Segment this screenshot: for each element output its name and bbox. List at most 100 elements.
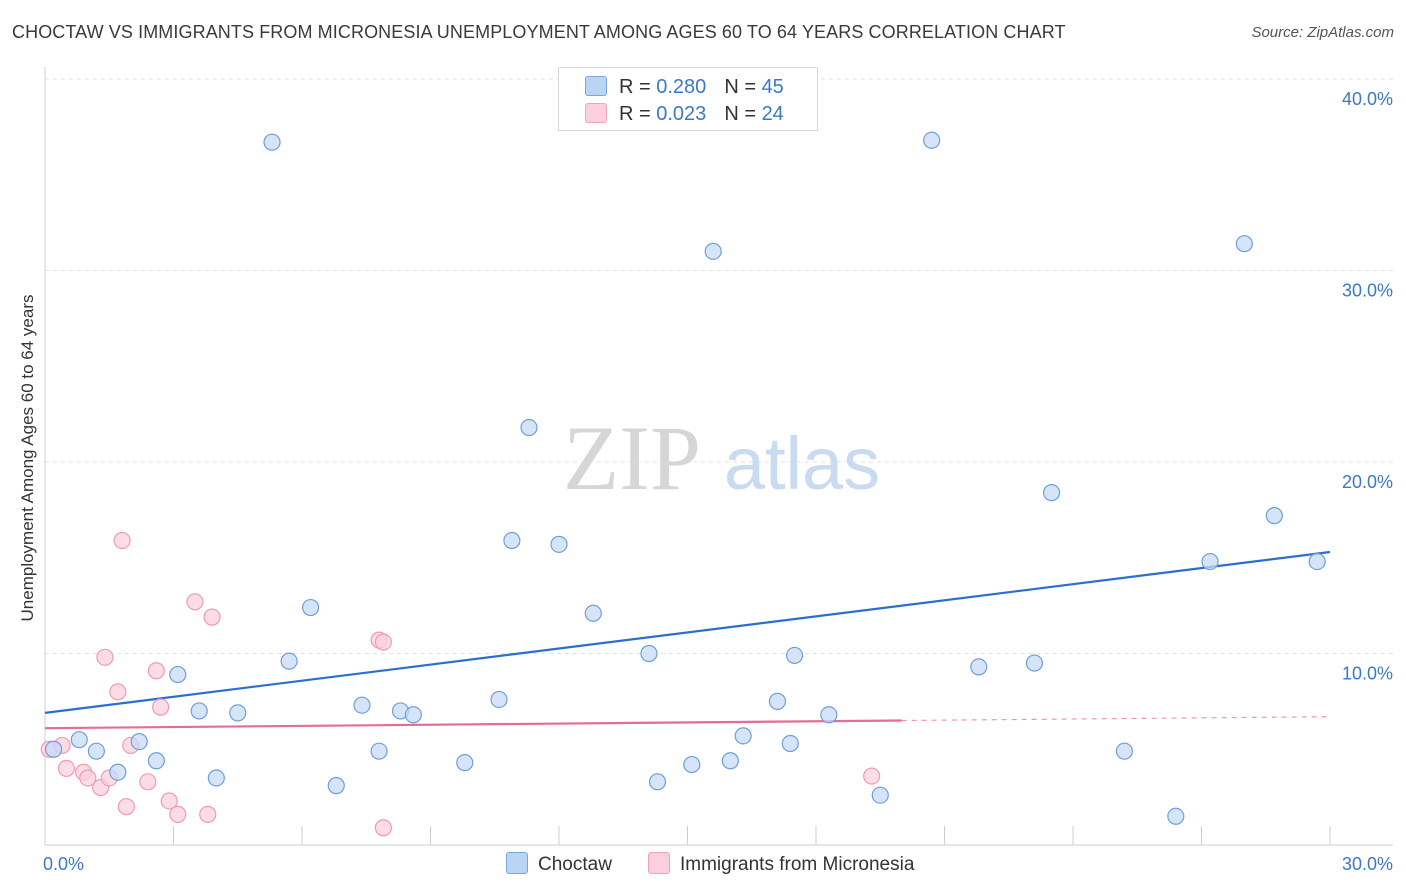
micronesia-point [374, 633, 392, 651]
micronesia-point [117, 798, 135, 816]
micronesia-point [863, 767, 881, 785]
choctaw-point [353, 696, 371, 714]
y-tick-label: 40.0% [1342, 89, 1393, 109]
bottom-legend-label: Immigrants from Micronesia [680, 854, 915, 875]
chart-title: CHOCTAW VS IMMIGRANTS FROM MICRONESIA UN… [12, 22, 1066, 42]
choctaw-trend-line [44, 550, 1331, 714]
choctaw-swatch [585, 76, 607, 96]
choctaw-point [109, 763, 127, 781]
choctaw-point [301, 598, 320, 617]
micronesia-swatch [585, 103, 607, 123]
x-tick-label: 30.0% [1342, 854, 1393, 874]
choctaw-point [404, 706, 422, 724]
y-tick-label: 30.0% [1342, 281, 1393, 301]
axes [44, 67, 1393, 846]
choctaw-point [1042, 484, 1061, 502]
choctaw-point [1025, 654, 1044, 672]
choctaw-point [550, 535, 568, 553]
choctaw-point [923, 131, 941, 149]
bottom-legend-label: Choctaw [538, 854, 612, 875]
micronesia-point [113, 531, 131, 550]
gridlines [45, 78, 1393, 654]
choctaw-point [781, 734, 799, 753]
choctaw-point [147, 752, 165, 770]
legend-r-label: R = [619, 103, 657, 125]
micronesia-point [186, 593, 204, 611]
tick-labels: 10.0% 20.0% 30.0% 40.0% 0.0% 30.0% [43, 89, 1393, 874]
legend-r-value: 0.280 [656, 76, 707, 98]
stats-legend: R = 0.280 N = 45 R = 0.023 N = 24 [558, 67, 818, 131]
legend-r-value: 0.023 [656, 103, 707, 125]
legend-r-label: R = [619, 76, 657, 98]
legend-n-value: 24 [761, 103, 784, 125]
choctaw-point [169, 665, 187, 684]
watermark-atlas: atlas [724, 422, 880, 505]
choctaw-point [871, 786, 889, 804]
micronesia-point [203, 608, 221, 626]
choctaw-swatch [506, 852, 528, 874]
y-tick-label: 20.0% [1342, 472, 1393, 492]
legend-row-choctaw: R = 0.280 N = 45 [585, 76, 784, 98]
choctaw-point [190, 702, 208, 720]
choctaw-point [87, 742, 106, 760]
choctaw-point [456, 754, 474, 772]
choctaw-points [44, 131, 1326, 825]
micronesia-point [374, 819, 392, 837]
legend-n-value: 45 [761, 76, 784, 98]
micronesia-point [96, 648, 114, 666]
watermark-zip: ZIP [563, 407, 701, 509]
micronesia-point [199, 805, 217, 823]
choctaw-point [70, 731, 88, 749]
choctaw-point [130, 732, 148, 751]
micronesia-point [109, 683, 127, 701]
choctaw-point [1115, 742, 1134, 760]
choctaw-point [1167, 807, 1185, 825]
legend-n-label: N = [724, 76, 762, 98]
choctaw-point [520, 418, 538, 437]
micronesia-point [169, 805, 187, 823]
choctaw-point [263, 133, 281, 151]
legend-n-label: N = [724, 103, 762, 125]
choctaw-point [280, 652, 298, 670]
choctaw-point [785, 646, 804, 665]
choctaw-point [721, 752, 739, 770]
micronesia-point [139, 773, 157, 791]
micronesia-swatch [648, 852, 670, 874]
micronesia-point [160, 792, 178, 810]
choctaw-point [1265, 507, 1283, 525]
choctaw-point [648, 773, 667, 791]
micronesia-trend-extension [901, 716, 1331, 722]
choctaw-point [327, 777, 345, 795]
choctaw-point [584, 604, 602, 622]
source-note: Source: ZipAtlas.com [1251, 24, 1394, 41]
x-tick-label: 0.0% [43, 854, 84, 874]
choctaw-point [1201, 552, 1219, 571]
y-tick-label: 10.0% [1342, 664, 1393, 684]
choctaw-point [229, 704, 247, 722]
choctaw-point [820, 706, 838, 724]
choctaw-point [734, 727, 752, 745]
micronesia-point [79, 769, 97, 787]
bottom-legend-choctaw: Choctaw [506, 852, 612, 876]
choctaw-point [1308, 552, 1326, 571]
bottom-legend-micronesia: Immigrants from Micronesia [648, 852, 914, 876]
choctaw-point [370, 742, 388, 760]
micronesia-points [40, 531, 881, 837]
choctaw-point [503, 531, 521, 550]
micronesia-point [57, 759, 76, 778]
choctaw-point [683, 755, 701, 774]
trend-lines [44, 550, 1331, 730]
choctaw-point [704, 242, 722, 260]
legend-row-micronesia: R = 0.023 N = 24 [585, 103, 784, 125]
micronesia-trend-line [44, 719, 902, 730]
choctaw-point [1235, 235, 1253, 253]
choctaw-point [640, 644, 658, 663]
micronesia-point [152, 698, 170, 716]
choctaw-point [44, 740, 63, 758]
choctaw-point [207, 769, 225, 787]
y-axis-label: Unemployment Among Ages 60 to 64 years [18, 294, 37, 622]
micronesia-point [147, 662, 165, 680]
choctaw-point [490, 690, 508, 709]
choctaw-point [768, 692, 787, 710]
